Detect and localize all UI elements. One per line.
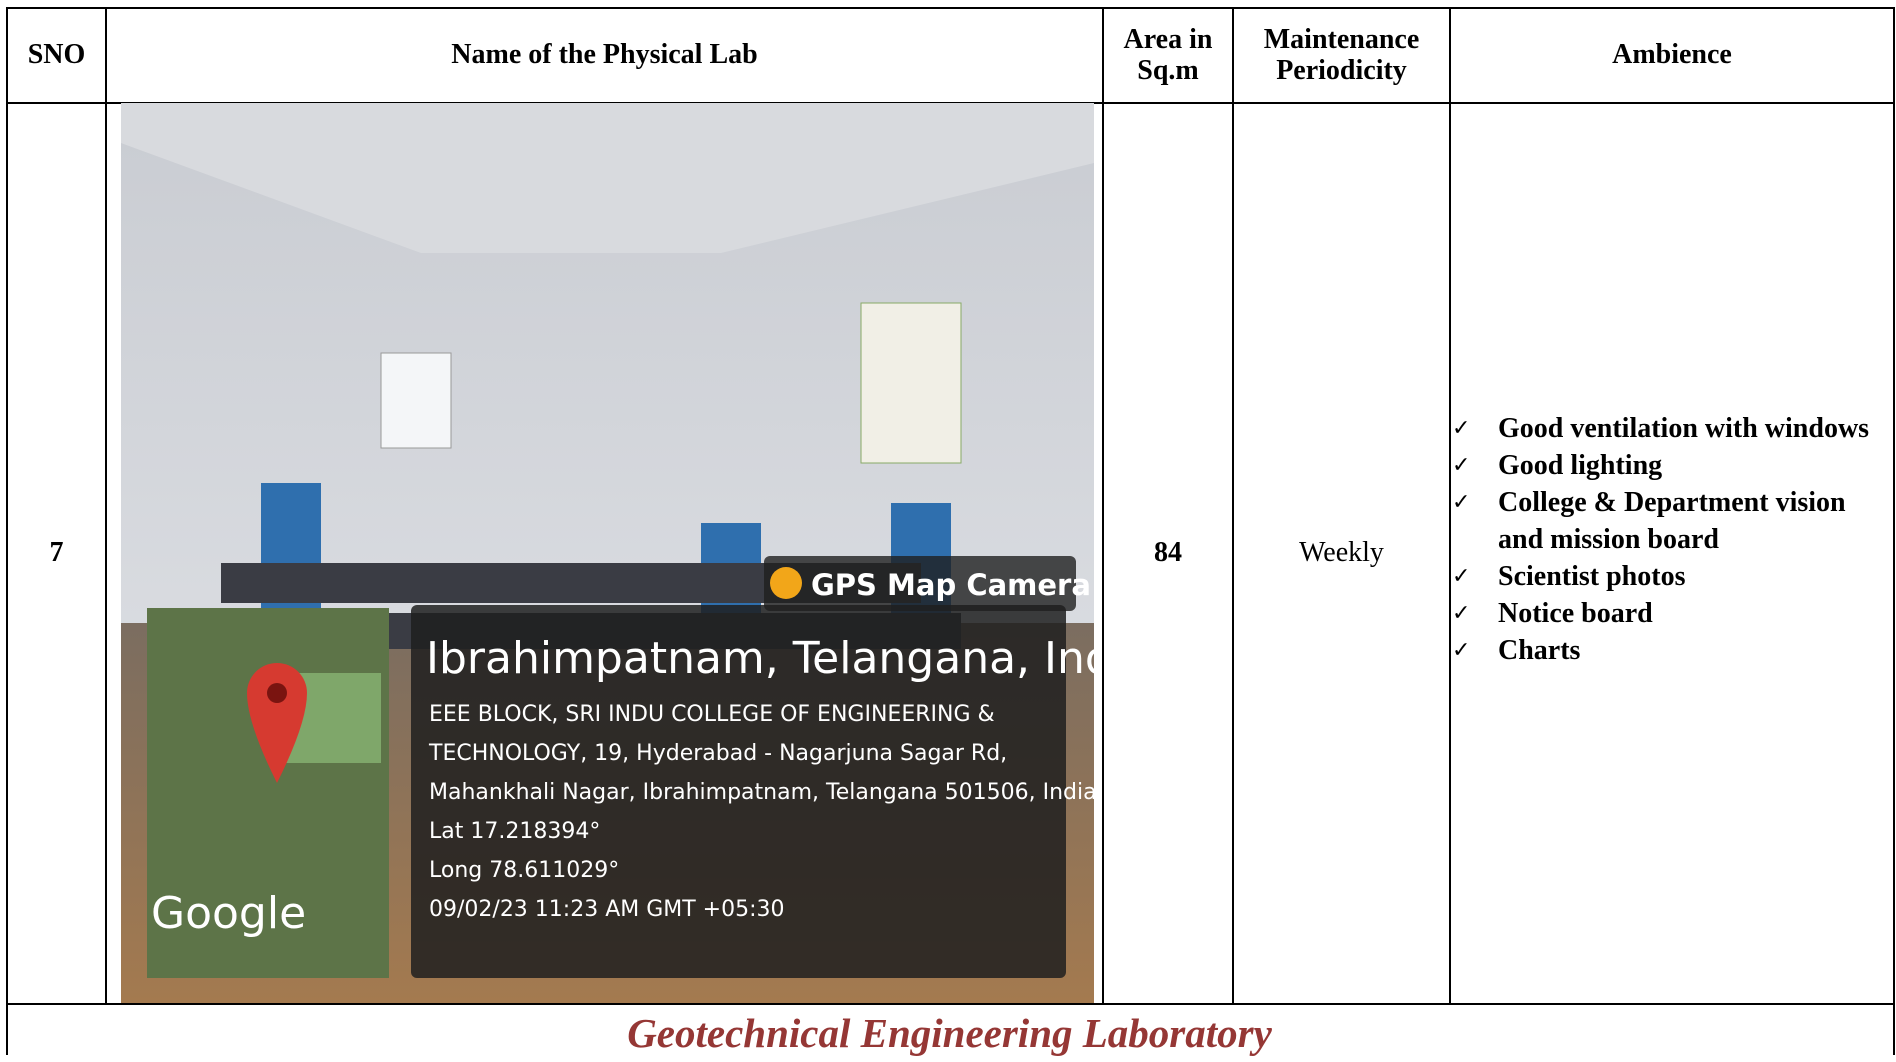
datetime: 09/02/23 11:23 AM GMT +05:30	[429, 897, 785, 922]
info-panel	[411, 605, 1066, 978]
board	[860, 302, 962, 464]
header-cell: Area in Sq.m	[1123, 23, 1213, 86]
header-cell: Maintenance Periodicity	[1263, 23, 1420, 86]
ambience-item: College & Department vision and mission …	[1452, 484, 1892, 558]
sno: 7	[49, 537, 64, 569]
map-brand: Google	[151, 888, 306, 939]
border	[6, 7, 8, 1055]
border	[6, 1003, 1895, 1005]
lab-photo: Google GPS Map Camera Ibrahimpatnam, Tel…	[121, 103, 1094, 1003]
header-cell: Name of the Physical Lab	[451, 39, 758, 71]
ambience-list: Good ventilation with windows Good light…	[1452, 410, 1892, 669]
border	[1893, 7, 1895, 1055]
app-icon	[770, 567, 802, 599]
ambience-item: Good lighting	[1452, 447, 1892, 484]
ambience-item: Notice board	[1452, 595, 1892, 632]
border	[1232, 7, 1234, 1005]
area: 84	[1154, 537, 1182, 569]
border	[1449, 7, 1451, 1005]
periodicity: Weekly	[1299, 537, 1384, 569]
longitude: Long 78.611029°	[429, 858, 619, 883]
address-line: Mahankhali Nagar, Ibrahimpatnam, Telanga…	[429, 780, 1094, 805]
address-line: EEE BLOCK, SRI INDU COLLEGE OF ENGINEERI…	[429, 702, 995, 727]
app-badge	[764, 556, 1076, 611]
ambience-item: Scientist photos	[1452, 558, 1892, 595]
location: Ibrahimpatnam, Telangana, India	[426, 633, 1094, 684]
map-pin-dot	[267, 683, 287, 703]
ceiling	[121, 103, 1094, 253]
ambience-item: Good ventilation with windows	[1452, 410, 1892, 447]
address-line: TECHNOLOGY, 19, Hyderabad - Nagarjuna Sa…	[428, 741, 1007, 766]
app-label: GPS Map Camera	[811, 568, 1091, 602]
header-cell: Ambience	[1612, 39, 1732, 71]
latitude: Lat 17.218394°	[429, 819, 600, 844]
border	[105, 7, 107, 1005]
border	[6, 7, 1895, 9]
border	[1102, 7, 1104, 1005]
header-cell: SNO	[27, 39, 86, 71]
ambience-item: Charts	[1452, 632, 1892, 669]
window	[380, 352, 452, 449]
map-pin	[247, 663, 307, 783]
caption: Geotechnical Engineering Laboratory	[627, 1010, 1272, 1056]
